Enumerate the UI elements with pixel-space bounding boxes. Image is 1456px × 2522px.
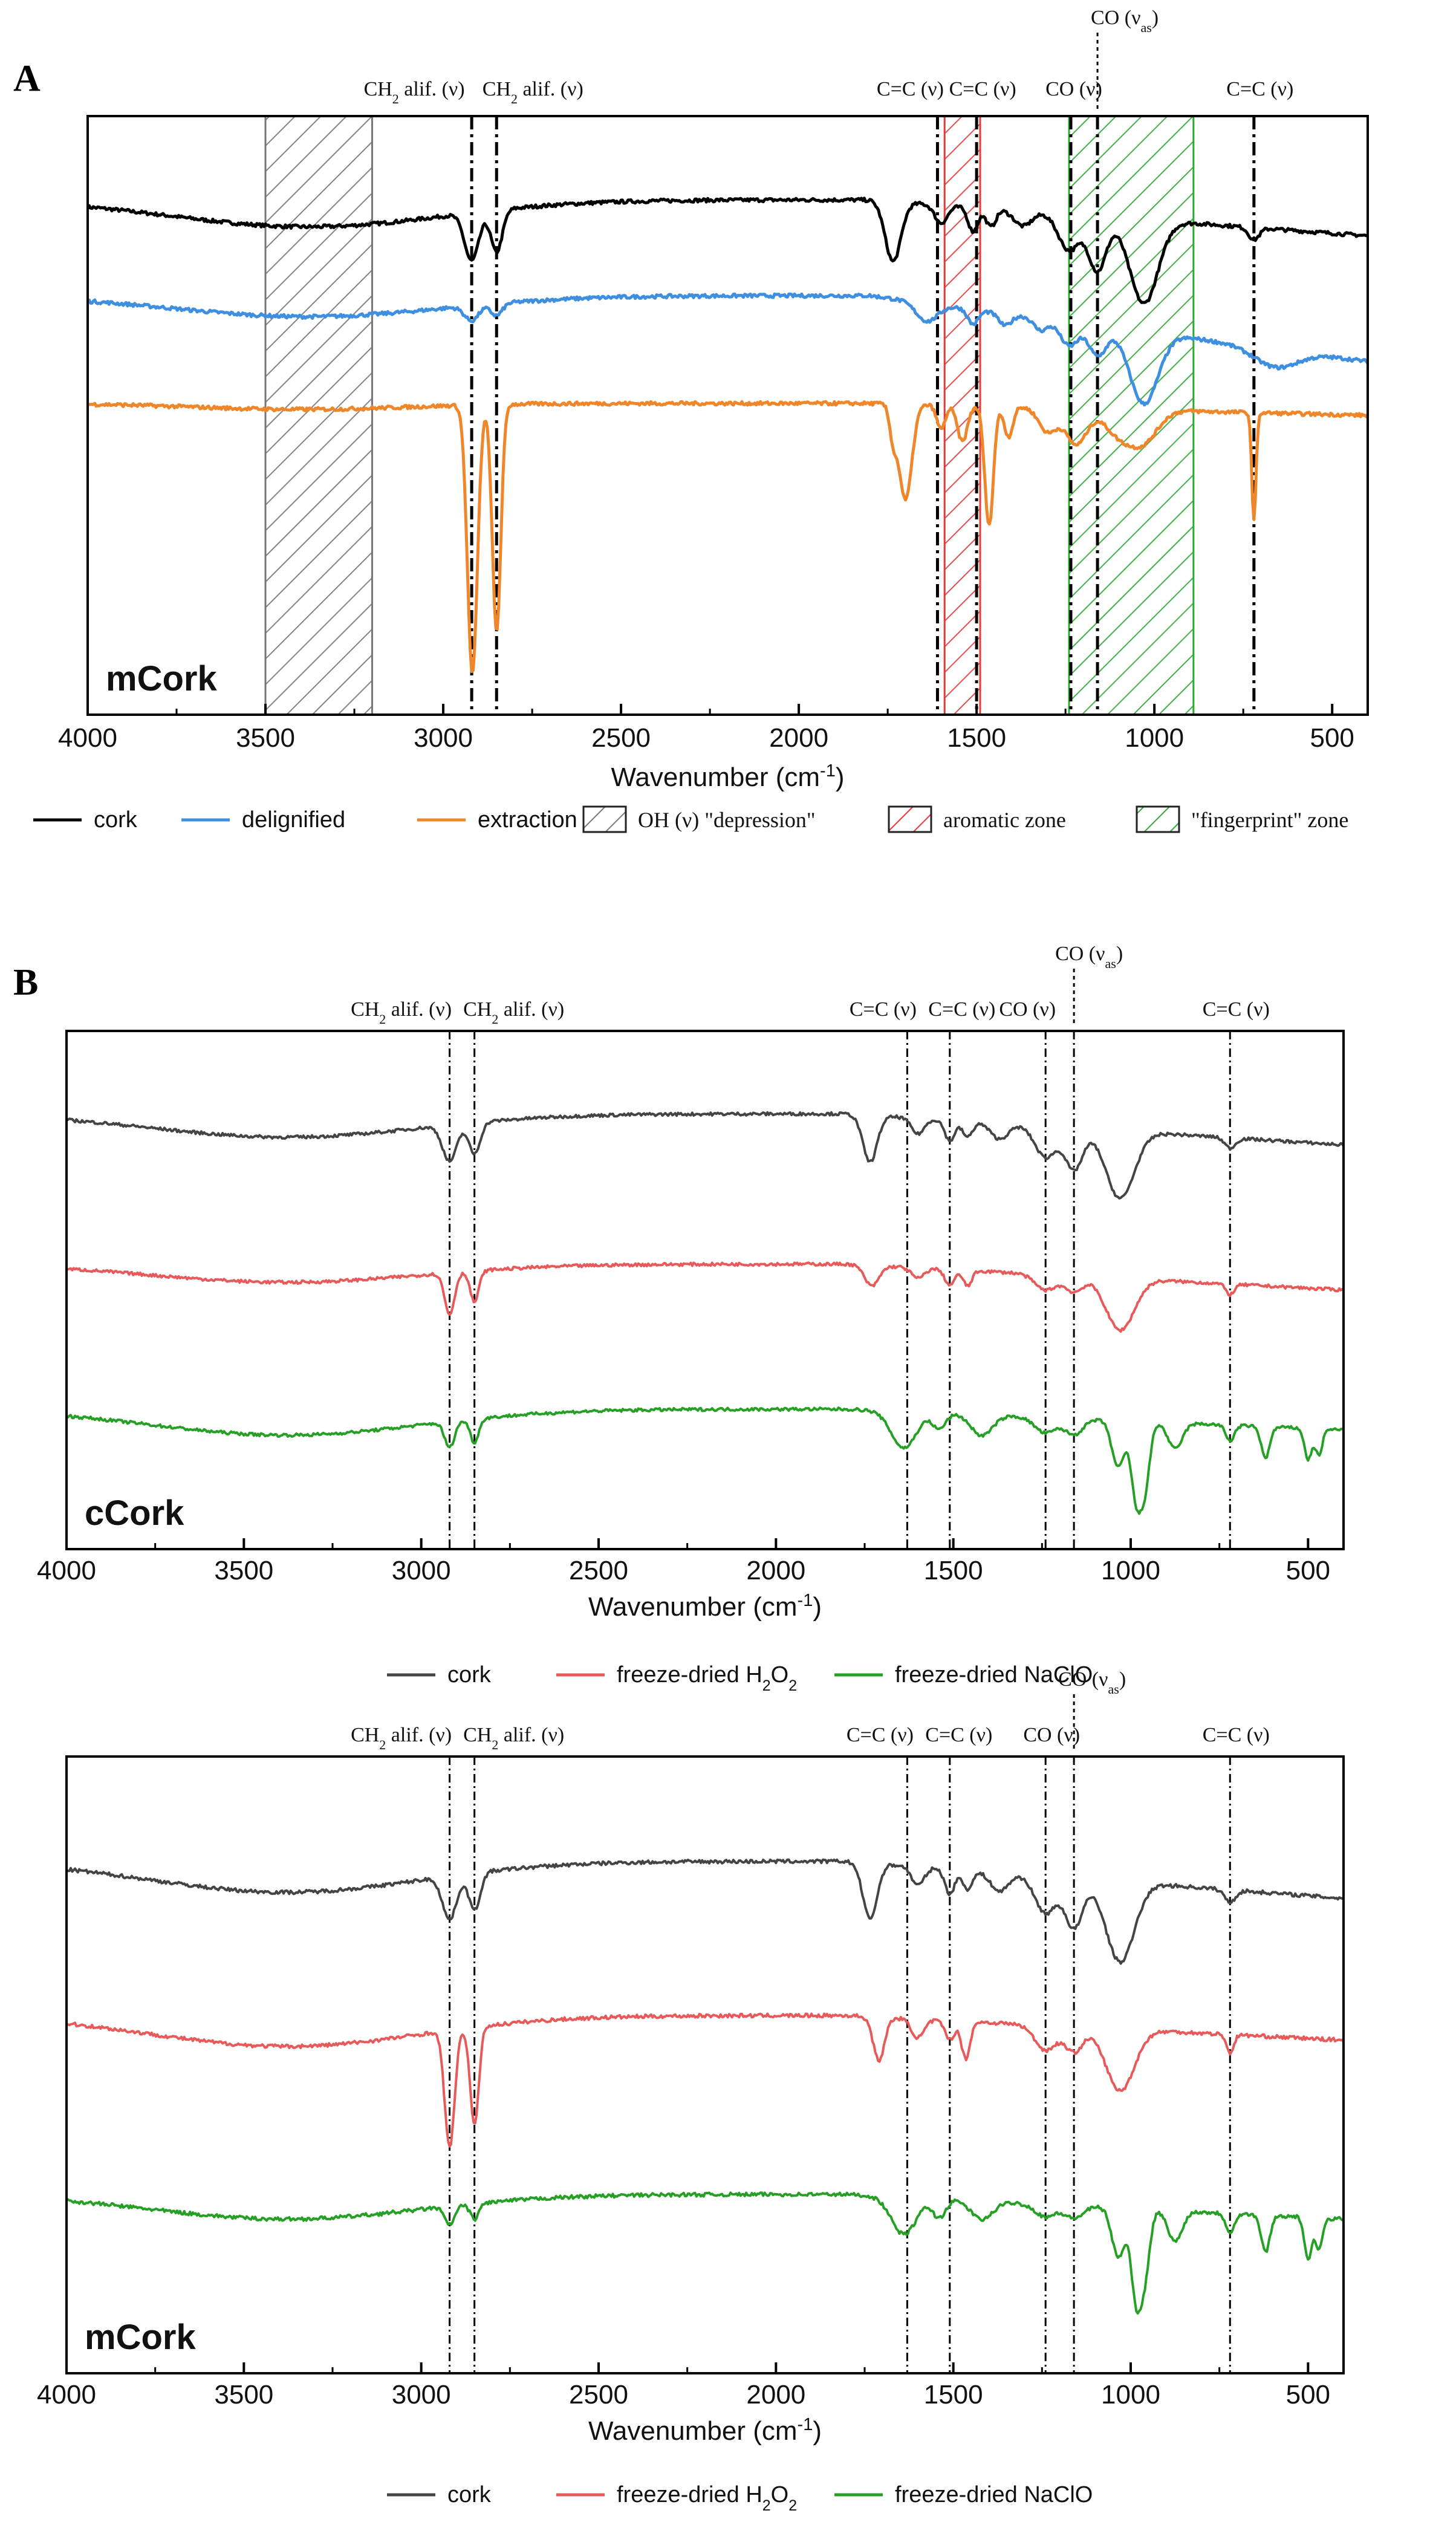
charts: 4000 3500 3000 2500 2000 1500 1000 500 Wavenumbe… [33,7,1370,2514]
peak-annotation: C=C (ν) [1226,78,1293,100]
x-tick-label: 4000 [37,2380,96,2410]
legend-label: freeze-dried NaClO [895,2482,1093,2507]
legend-label: freeze-dried NaClO [895,1662,1093,1688]
peak-annotation: C=C (ν) [928,998,995,1021]
x-tick-label: 2500 [569,2380,628,2410]
x-tick-label: 1000 [1101,2380,1160,2410]
legend-label: aromatic zone [943,808,1066,832]
x-tick-label: 4000 [58,723,117,753]
x-tick-label: 3000 [414,723,473,753]
panel-label: mCork [106,659,217,698]
panel-label: mCork [85,2318,196,2357]
figure-label-a: A [13,58,41,99]
legend-swatch [1136,805,1180,833]
chart-B2: 4000 3500 3000 2500 2000 1500 1000 500 Wavenumbe… [37,1668,1345,2514]
zone-aromatic_zone [943,115,981,716]
x-tick-label: 1500 [924,1556,983,1585]
legend-label: freeze-dried H2O2 [617,1662,797,1694]
peak-annotation: C=C (ν) [847,1724,914,1746]
peak-annotation: CH2 alif. (ν) [364,78,465,106]
peak-annotation: C=C (ν) [877,78,944,100]
x-axis-label: Wavenumber (cm-1) [611,761,844,792]
peak-annotation: C=C (ν) [925,1724,992,1746]
legend-label: "fingerprint" zone [1191,808,1348,832]
legend-label: OH (ν) "depression" [638,808,816,832]
legend-label: cork [447,1662,492,1688]
zone-oh_zone [264,115,373,716]
series-line [66,2012,1345,2148]
plot-frame [86,115,1369,716]
peak-annotation: C=C (ν) [1203,998,1270,1021]
legend-swatch [888,805,932,833]
x-tick-label: 500 [1286,1556,1330,1585]
peak-annotation: C=C (ν) [949,78,1016,100]
x-tick-label: 1000 [1101,1556,1160,1585]
peak-annotation: CO (νas) [1058,1668,1126,1697]
plot-frame [65,1755,1345,2374]
x-tick-label: 500 [1310,723,1354,753]
x-tick-label: 4000 [37,1556,96,1585]
x-tick-label: 500 [1286,2380,1330,2410]
x-tick-label: 2000 [746,1556,805,1585]
x-tick-label: 3000 [392,2380,451,2410]
x-tick-label: 2500 [569,1556,628,1585]
panel-label: cCork [85,1493,184,1533]
peak-annotation: CO (ν) [999,998,1056,1021]
x-tick-label: 3000 [392,1556,451,1585]
peak-annotation: CO (ν) [1023,1724,1080,1746]
series-line [86,197,1369,304]
peak-annotation: C=C (ν) [850,998,917,1021]
x-tick-label: 1500 [924,2380,983,2410]
peak-annotation: CH2 alif. (ν) [463,998,564,1027]
x-tick-label: 3500 [214,2380,273,2410]
x-tick-label: 1000 [1125,723,1184,753]
peak-annotation: CO (νas) [1091,7,1159,35]
chart-B1: 4000 3500 3000 2500 2000 1500 1000 500 Wavenumbe… [37,943,1345,1694]
x-axis-label: Wavenumber (cm-1) [588,2415,822,2446]
peak-annotation: CH2 alif. (ν) [351,1724,452,1752]
chart-A: 4000 3500 3000 2500 2000 1500 1000 500 Wavenumbe… [33,7,1370,833]
series-line [66,1111,1345,1200]
figure-label-b: B [13,962,38,1003]
peak-annotation: CH2 alif. (ν) [351,998,452,1027]
legend-label: extraction [478,807,577,833]
series-line [66,1406,1345,1515]
legend-label: cork [94,807,138,833]
zone-fingerprint_zone [1068,115,1195,716]
x-tick-label: 2000 [769,723,828,753]
peak-annotation: CO (νas) [1055,943,1123,971]
series-line [66,1261,1345,1333]
x-tick-label: 1500 [947,723,1006,753]
series-line [86,400,1370,674]
series-line [86,292,1369,407]
x-tick-label: 3500 [236,723,295,753]
x-tick-label: 2500 [591,723,651,753]
peak-annotation: CH2 alif. (ν) [483,78,583,106]
plot-frame [65,1030,1345,1550]
series-line [65,1858,1344,1965]
legend-label: freeze-dried H2O2 [617,2482,797,2514]
x-tick-label: 3500 [214,1556,273,1585]
peak-annotation: CO (ν) [1045,78,1102,100]
legend-swatch [582,805,627,833]
x-tick-label: 2000 [746,2380,805,2410]
peak-annotation: CH2 alif. (ν) [463,1724,564,1752]
legend-label: delignified [242,807,345,833]
peak-annotation: C=C (ν) [1203,1724,1270,1746]
series-line [66,2191,1344,2315]
x-axis-label: Wavenumber (cm-1) [588,1591,822,1622]
legend-label: cork [447,2482,492,2507]
